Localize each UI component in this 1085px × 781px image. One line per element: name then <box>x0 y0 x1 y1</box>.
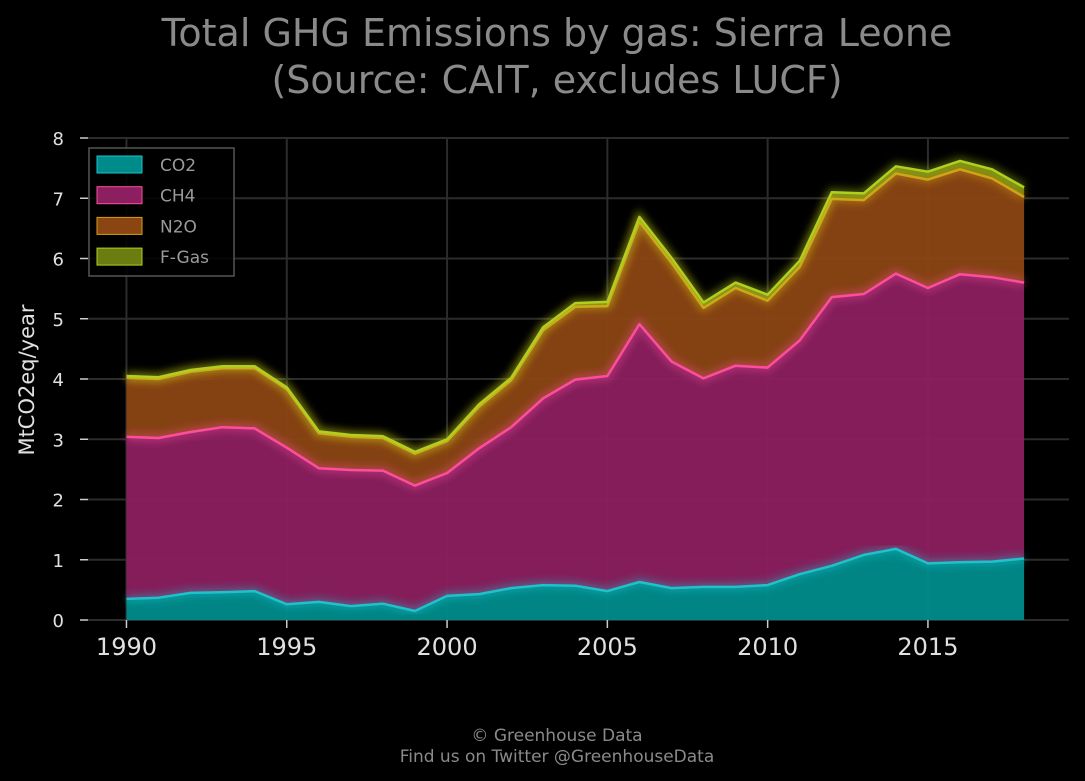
legend-swatch <box>96 155 143 174</box>
area-co2 <box>126 548 1025 620</box>
legend-swatch <box>96 216 143 235</box>
chart-title-line-2: (Source: CAIT, excludes LUCF) <box>271 58 842 102</box>
series-line-ch4 <box>126 272 1025 487</box>
plot-area <box>126 160 1025 620</box>
y-axis-label: MtCO2eq/year <box>15 304 39 455</box>
area-n2o <box>126 169 1025 486</box>
y-tick-label: 8 <box>53 129 64 150</box>
legend-label: F-Gas <box>160 248 209 268</box>
x-tick-label: 2005 <box>577 633 638 661</box>
legend: CO2 CH4 N2O F-Gas <box>88 147 235 277</box>
y-tick-label: 4 <box>53 370 64 391</box>
series-line-co2 <box>126 547 1025 613</box>
legend-label: N2O <box>160 217 197 237</box>
footer-twitter: Find us on Twitter @GreenhouseData <box>400 747 715 767</box>
y-tick-label: 0 <box>53 611 64 632</box>
x-tick-label: 1990 <box>96 633 157 661</box>
legend-swatch <box>96 186 143 205</box>
chart-title-line-1: Total GHG Emissions by gas: Sierra Leone <box>161 11 953 55</box>
y-tick-label: 6 <box>53 250 64 271</box>
x-tick-label: 2010 <box>737 633 798 661</box>
y-tick-label: 7 <box>53 189 64 210</box>
x-tick-label: 1995 <box>256 633 317 661</box>
axes: 0 1 2 3 4 5 6 7 8 1990 1995 2000 2005 2010 2015 <box>53 129 959 661</box>
footer-copyright: © Greenhouse Data <box>471 726 642 746</box>
y-tick-label: 3 <box>53 430 64 451</box>
y-tick-label: 1 <box>53 551 64 572</box>
y-tick-label: 5 <box>53 310 64 331</box>
legend-label: CH4 <box>160 187 195 207</box>
x-tick-label: 2000 <box>417 633 478 661</box>
series-line-f-gas <box>126 159 1025 454</box>
area-ch4 <box>126 273 1025 611</box>
x-tick-label: 2015 <box>897 633 958 661</box>
y-tick-label: 2 <box>53 491 64 512</box>
series-lines <box>126 156 1027 616</box>
legend-label: CO2 <box>160 156 196 176</box>
legend-swatch <box>96 247 143 266</box>
